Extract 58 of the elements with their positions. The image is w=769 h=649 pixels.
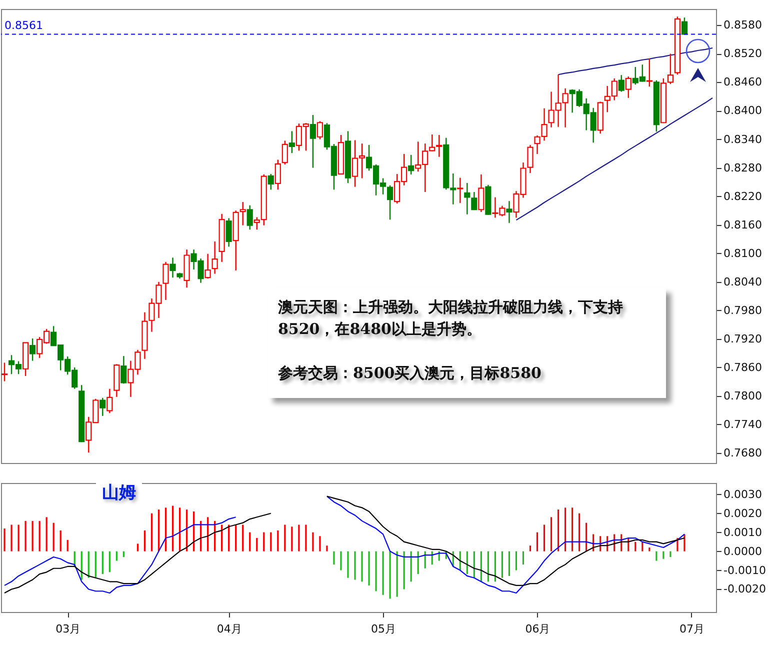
y-tick-label: 0.8220 xyxy=(724,190,762,203)
line-series xyxy=(516,97,714,221)
y-tick-label: 0.0030 xyxy=(724,488,762,501)
candlestick xyxy=(681,16,688,36)
y-tick-label: 0.7800 xyxy=(724,389,762,402)
y-tick-label: 0.0010 xyxy=(724,526,762,539)
candlestick xyxy=(106,388,113,414)
x-tick-label: 06月 xyxy=(525,622,550,636)
candlestick xyxy=(436,134,442,158)
y-tick-label: 0.8280 xyxy=(724,161,762,174)
annotation: 山姆 xyxy=(102,482,136,504)
x-tick-label: 03月 xyxy=(56,622,81,636)
candlestick xyxy=(226,218,232,248)
y-tick-label: 0.8400 xyxy=(724,104,762,118)
annotation: 参考交易：8500买入澳元，目标8580 xyxy=(278,363,542,384)
x-tick-label: 04月 xyxy=(216,622,242,636)
candlestick xyxy=(506,200,512,224)
candlestick xyxy=(268,173,274,190)
y-tick-label: 0.0020 xyxy=(724,506,762,520)
x-tick-label: 05月 xyxy=(371,622,396,636)
candlestick xyxy=(240,201,246,226)
candlestick xyxy=(212,240,218,274)
y-tick-label: 0.8520 xyxy=(724,47,762,60)
candlestick xyxy=(100,397,106,417)
x-tick-label: 07月 xyxy=(679,622,704,636)
candlestick xyxy=(120,355,127,384)
y-tick-label: 0.8100 xyxy=(724,246,762,260)
candlestick xyxy=(316,120,323,140)
candlestick xyxy=(310,114,316,168)
y-tick-label: 0.7680 xyxy=(724,446,762,460)
candlestick xyxy=(478,174,484,213)
candlestick xyxy=(170,257,176,278)
candlestick xyxy=(274,159,281,190)
y-tick-label: 0.7740 xyxy=(724,418,762,431)
candlestick xyxy=(29,338,36,362)
candlestick xyxy=(618,74,624,92)
y-tick-label: 0.7980 xyxy=(724,304,762,317)
y-tick-label: 0.8340 xyxy=(724,132,762,146)
y-tick-label: 0.8160 xyxy=(724,218,762,232)
candlestick xyxy=(625,76,632,98)
ref-line-label: 0.8561 xyxy=(4,19,44,32)
y-tick-label: -0.0010 xyxy=(724,564,766,577)
y-tick-label: -0.0020 xyxy=(724,582,766,596)
candlestick xyxy=(646,58,652,88)
y-tick-label: 0.7860 xyxy=(724,360,762,374)
y-tick-label: 0.8580 xyxy=(724,18,762,32)
candlestick xyxy=(204,253,211,280)
candlestick xyxy=(408,154,414,176)
y-tick-label: 0.0000 xyxy=(724,544,762,558)
annotation: 澳元天图：上升强劲。大阳线拉升破阻力线，下支持8520，在8480以上是升势。 xyxy=(278,297,624,340)
y-tick-label: 0.7920 xyxy=(724,332,762,346)
candlestick xyxy=(246,204,253,230)
candlestick xyxy=(282,140,288,166)
candlestick xyxy=(457,177,464,204)
y-tick-label: 0.8460 xyxy=(724,76,762,89)
candlestick xyxy=(162,261,169,301)
y-tick-label: 0.8040 xyxy=(724,275,762,288)
candlestick xyxy=(288,130,295,154)
